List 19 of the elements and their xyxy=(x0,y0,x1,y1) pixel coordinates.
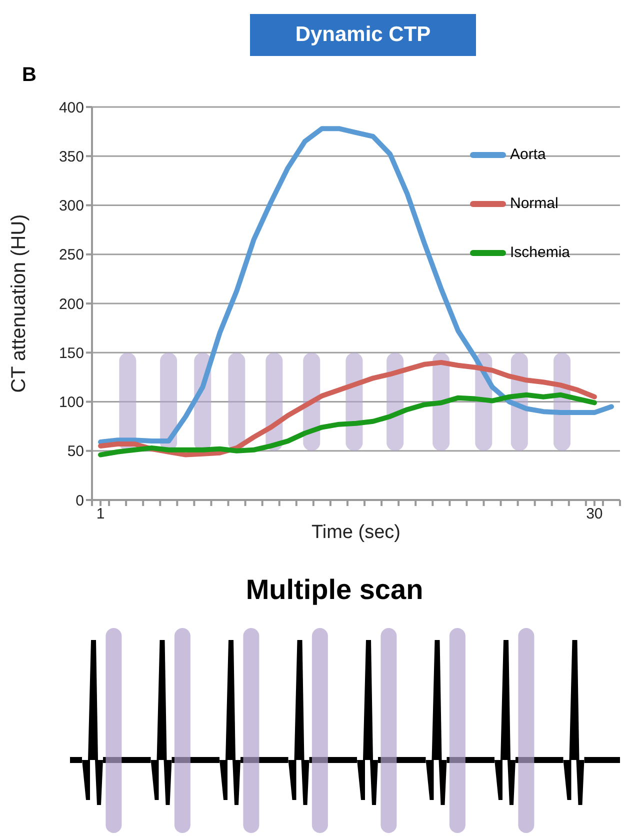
text: B xyxy=(22,64,36,87)
y-axis-title: CT attenuation (HU) xyxy=(8,214,30,393)
legend-label: Ischemia xyxy=(510,244,570,261)
x-axis-title: Time (sec) xyxy=(310,522,402,544)
y-tick-label: 0 xyxy=(76,492,84,510)
legend-label: Normal xyxy=(510,195,558,212)
x-tick-label: 30 xyxy=(586,506,603,523)
y-tick-label: 50 xyxy=(67,443,84,460)
chart-title: Dynamic CTP xyxy=(250,14,476,56)
y-tick-label: 250 xyxy=(58,246,84,264)
y-tick-label: 400 xyxy=(58,99,84,116)
y-tick-label: 100 xyxy=(58,394,84,412)
y-tick-label: 200 xyxy=(58,296,84,313)
x-tick-label: 1 xyxy=(96,506,105,523)
legend-label: Aorta xyxy=(510,146,546,163)
text: Multiple scan xyxy=(244,574,424,606)
y-tick-label: 350 xyxy=(58,148,84,166)
y-tick-label: 150 xyxy=(58,344,84,362)
y-tick-label: 300 xyxy=(58,198,84,215)
